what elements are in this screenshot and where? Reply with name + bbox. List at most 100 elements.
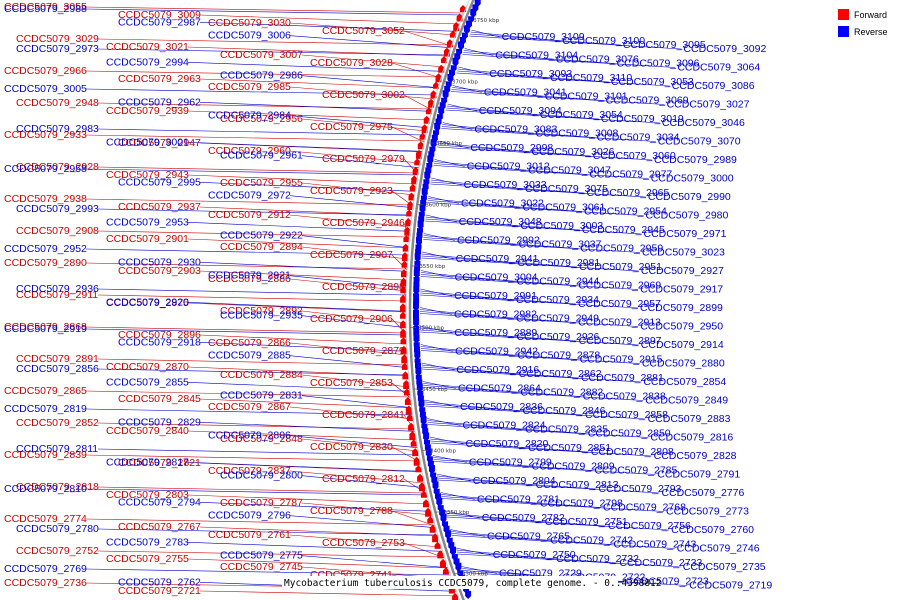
forward-gene-label: CCDC5079_2892 xyxy=(220,305,303,317)
reverse-feature xyxy=(418,399,425,409)
forward-connector xyxy=(85,390,411,398)
reverse-connector xyxy=(441,126,595,138)
reverse-connector xyxy=(421,257,639,272)
forward-feature xyxy=(408,422,415,431)
forward-gene-label: CCDC5079_2966 xyxy=(4,65,87,77)
forward-gene-label: CCDC5079_2907 xyxy=(310,249,393,261)
reverse-gene-label: CCDC5079_2782 xyxy=(482,512,565,524)
forward-connector xyxy=(301,246,408,260)
forward-feature xyxy=(432,533,439,543)
reverse-gene-label: CCDC5079_2862 xyxy=(519,368,602,380)
forward-connector xyxy=(403,94,433,111)
reverse-feature xyxy=(416,383,423,393)
reverse-gene-label: CCDC5079_2992 xyxy=(457,235,540,247)
reverse-gene-label: CCDC5079_3101 xyxy=(545,91,628,103)
reverse-connector xyxy=(427,422,586,434)
reverse-connector xyxy=(421,255,578,268)
reverse-feature xyxy=(445,530,452,540)
reverse-connector xyxy=(456,551,618,564)
forward-gene-label: CCDC5079_2963 xyxy=(118,73,201,85)
forward-gene-label: CCDC5079_2841 xyxy=(322,409,405,421)
forward-feature xyxy=(403,380,410,389)
reverse-connector xyxy=(301,475,426,488)
reverse-gene-label: CCDC5079_2914 xyxy=(641,339,724,351)
reverse-connector xyxy=(187,462,423,472)
reverse-gene-label: CCDC5079_2878 xyxy=(517,350,600,362)
reverse-feature xyxy=(420,416,427,426)
reverse-connector xyxy=(85,568,451,576)
forward-connector xyxy=(85,70,442,78)
reverse-connector xyxy=(85,328,407,336)
forward-feature xyxy=(442,567,449,575)
forward-gene-label: CCDC5079_2938 xyxy=(4,193,87,205)
forward-gene-label: CCDC5079_2960 xyxy=(208,145,291,157)
reverse-gene-label: CCDC5079_2781 xyxy=(477,494,560,506)
reverse-gene-label: CCDC5079_2941 xyxy=(456,253,539,265)
forward-connector xyxy=(97,294,407,302)
forward-connector xyxy=(97,358,408,366)
forward-connector xyxy=(391,510,436,527)
reverse-gene-label: CCDC5079_2851 xyxy=(528,442,611,454)
reverse-gene-label: CCDC5079_2973 xyxy=(16,43,99,55)
forward-gene-label: CCDC5079_2761 xyxy=(208,529,291,541)
forward-gene-label: CCDC5079_2830 xyxy=(310,441,393,453)
forward-feature xyxy=(419,132,426,140)
forward-gene-label: CCDC5079_2939 xyxy=(106,105,189,117)
reverse-gene-label: CCDC5079_3005 xyxy=(4,83,87,95)
forward-connector xyxy=(289,22,456,36)
forward-connector xyxy=(301,54,445,68)
reverse-gene-label: CCDC5079_3053 xyxy=(611,76,694,88)
reverse-gene-label: CCDC5079_2882 xyxy=(520,387,603,399)
forward-gene-label: CCDC5079_2886 xyxy=(208,273,291,285)
forward-feature xyxy=(421,124,428,134)
reverse-connector xyxy=(187,62,444,72)
forward-feature xyxy=(440,558,446,568)
reverse-gene-label: CCDC5079_2817 xyxy=(106,456,189,468)
reverse-connector xyxy=(427,424,649,438)
reverse-gene-label: CCDC5079_3033 xyxy=(464,179,547,191)
forward-gene-label: CCDC5079_2818 xyxy=(16,481,99,493)
reverse-gene-label: CCDC5079_2945 xyxy=(582,224,665,236)
forward-gene-label: CCDC5079_2840 xyxy=(106,425,189,437)
reverse-feature xyxy=(452,57,459,67)
forward-connector xyxy=(85,454,421,462)
reverse-connector xyxy=(85,8,464,16)
forward-connector xyxy=(289,470,425,484)
forward-gene-label: CCDC5079_2812 xyxy=(322,473,405,485)
forward-feature xyxy=(452,593,459,600)
reverse-gene-label: CCDC5079_2977 xyxy=(589,169,672,181)
reverse-gene-label: CCDC5079_2944 xyxy=(516,276,599,288)
forward-gene-label: CCDC5079_2901 xyxy=(106,233,189,245)
reverse-connector xyxy=(457,553,681,568)
forward-gene-label: CCDC5079_3052 xyxy=(322,25,405,37)
reverse-feature xyxy=(413,269,420,279)
forward-connector xyxy=(187,430,417,441)
reverse-gene-label: CCDC5079_2735 xyxy=(683,561,766,573)
reverse-connector xyxy=(442,498,665,512)
forward-connector xyxy=(199,270,407,281)
forward-feature xyxy=(427,516,434,524)
reverse-connector xyxy=(441,496,602,508)
forward-gene-label: CCDC5079_2875 xyxy=(106,297,189,309)
reverse-gene-label: CCDC5079_2969 xyxy=(578,280,661,292)
forward-connector xyxy=(85,6,464,14)
reverse-connector xyxy=(450,91,665,105)
forward-gene-label: CCDC5079_2943 xyxy=(106,169,189,181)
reverse-connector xyxy=(425,218,580,231)
reverse-connector xyxy=(419,311,577,323)
forward-connector xyxy=(97,550,445,558)
reverse-connector xyxy=(85,168,418,176)
forward-feature xyxy=(400,294,407,303)
forward-gene-label: CCDC5079_3055 xyxy=(4,1,87,13)
reverse-gene-label: CCDC5079_2824 xyxy=(463,420,546,432)
forward-gene-label: CCDC5079_3029 xyxy=(16,33,99,45)
forward-connector xyxy=(301,438,419,452)
forward-feature xyxy=(408,192,415,201)
reverse-gene-label: CCDC5079_2989 xyxy=(654,154,737,166)
forward-feature xyxy=(413,456,420,466)
reverse-gene-label: CCDC5079_3054 xyxy=(540,109,623,121)
reverse-gene-label: CCDC5079_2930 xyxy=(118,256,201,268)
forward-gene-label: CCDC5079_2803 xyxy=(106,489,189,501)
forward-gene-label: CCDC5079_2787 xyxy=(220,497,303,509)
reverse-gene-label: CCDC5079_3083 xyxy=(474,124,557,136)
